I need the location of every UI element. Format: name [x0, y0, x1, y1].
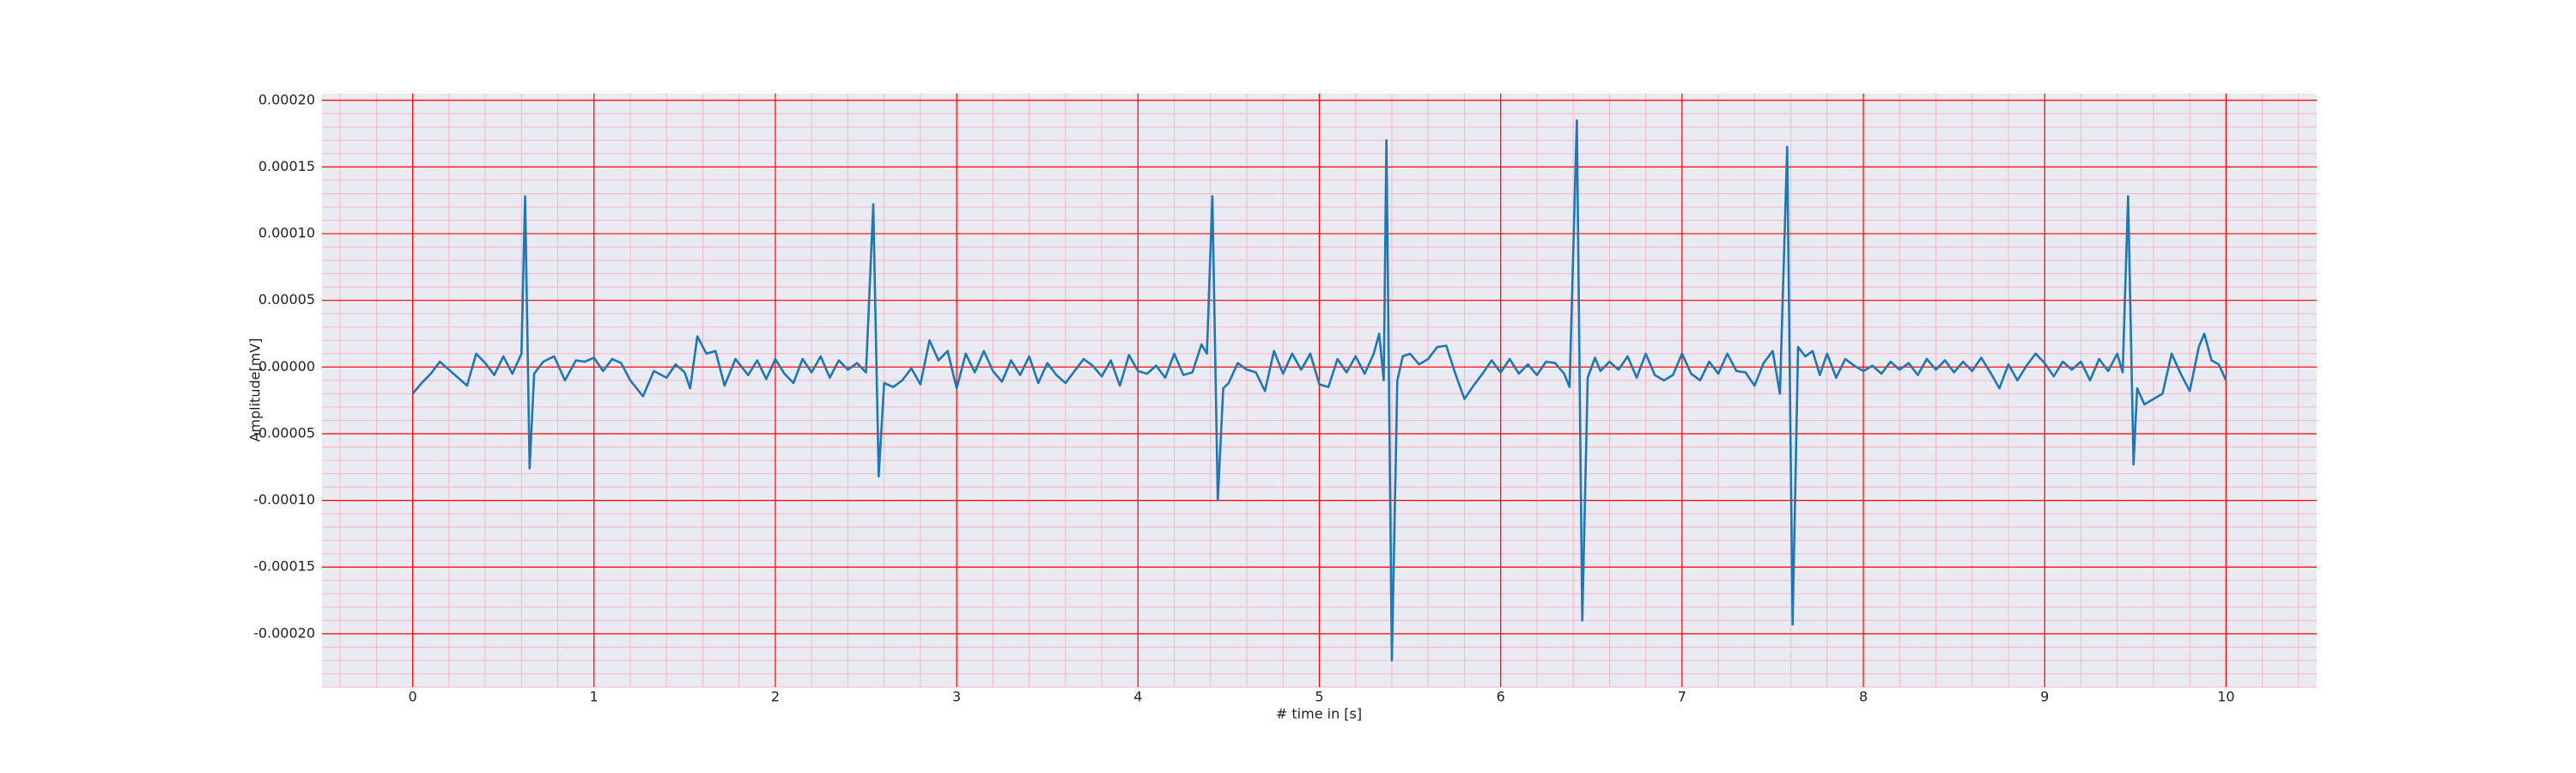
y-tick-label: 0.00000	[258, 358, 315, 374]
x-tick-label: 2	[771, 689, 780, 705]
x-tick-label: 5	[1315, 689, 1323, 705]
x-tick-label: 7	[1678, 689, 1686, 705]
y-tick-label: 0.00010	[258, 225, 315, 241]
y-tick-label: 0.00005	[258, 291, 315, 307]
x-tick-label: 4	[1133, 689, 1142, 705]
signal-line	[411, 119, 2227, 662]
y-tick-label: 0.00015	[258, 158, 315, 174]
x-tick-label: 8	[1859, 689, 1868, 705]
y-tick-label: -0.00020	[253, 624, 315, 641]
y-tick-label: -0.00015	[253, 558, 315, 575]
x-tick-label: 3	[952, 689, 961, 705]
x-tick-label: 9	[2040, 689, 2049, 705]
y-axis-label: Amplitude[mV]	[247, 338, 264, 441]
x-tick-label: 1	[590, 689, 598, 705]
x-tick-label: 0	[408, 689, 416, 705]
x-tick-label: 10	[2217, 689, 2234, 705]
x-axis-label: # time in [s]	[1276, 706, 1362, 722]
y-tick-label: -0.00010	[253, 491, 315, 508]
x-tick-label: 6	[1497, 689, 1505, 705]
y-tick-label: -0.00005	[253, 424, 315, 441]
y-tick-label: 0.00020	[258, 91, 315, 107]
